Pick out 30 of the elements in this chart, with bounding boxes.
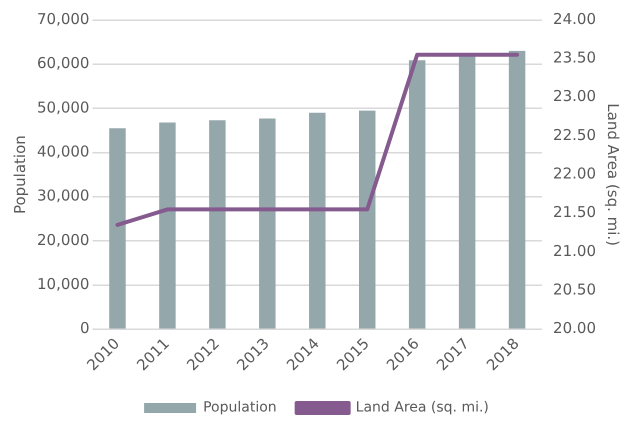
bar [408,60,426,329]
y2-tick-label: 21.00 [553,242,596,260]
y2-tick-label: 22.50 [553,126,596,144]
y-tick-label: 50,000 [36,98,90,116]
y2-tick-label: 21.50 [553,203,596,222]
y2-tick-label: 23.00 [553,87,596,106]
y-tick-label: 20,000 [36,230,90,249]
bar [159,122,176,329]
y2-axis-title: Land Area (sq. mi.) [604,103,622,246]
y-tick-label: 10,000 [36,274,90,293]
bar [358,110,376,329]
bar [309,112,326,329]
y2-tick-label: 20.50 [553,280,596,299]
y-axis-title: Population [10,135,29,214]
y2-tick-label: 22.00 [553,164,596,183]
y-tick-label: 40,000 [36,142,90,160]
y-tick-label: 70,000 [36,10,90,28]
y-tick-label: 60,000 [36,54,90,72]
y2-tick-label: 23.50 [553,48,596,67]
bar [259,118,276,329]
legend-label: Land Area (sq. mi.) [356,400,489,416]
bar [109,128,126,329]
bar [458,55,476,329]
bar [209,120,226,329]
legend-label: Population [203,400,277,416]
bar [508,50,526,329]
y2-tick-label: 24.00 [553,10,596,28]
y-tick-label: 0 [80,319,90,338]
y-tick-label: 30,000 [36,186,90,205]
y2-tick-label: 20.00 [553,319,596,338]
